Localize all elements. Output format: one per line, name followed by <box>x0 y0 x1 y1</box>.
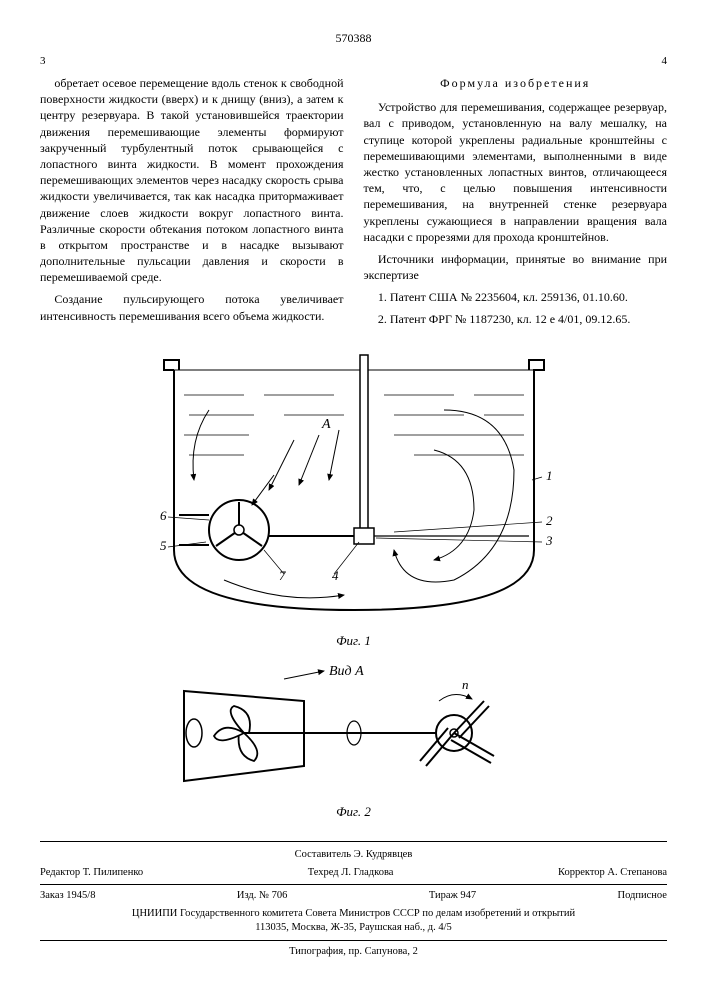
right-column: Формула изобретения Устройство для перем… <box>364 75 668 334</box>
org-name: ЦНИИПИ Государственного комитета Совета … <box>40 907 667 921</box>
figures-block: А 6 5 7 4 1 2 3 Фиг. 1 <box>40 350 667 821</box>
source-2: 2. Патент ФРГ № 1187230, кл. 12 e 4/01, … <box>364 311 668 327</box>
typography: Типография, пр. Сапунова, 2 <box>40 945 667 959</box>
sources-title: Источники информации, принятые во вниман… <box>364 251 668 283</box>
tirazh: Тираж 947 <box>429 889 476 903</box>
left-column: обретает осевое перемещение вдоль стенок… <box>40 75 344 334</box>
view-a-label: Вид А <box>329 664 364 679</box>
formula-title: Формула изобретения <box>364 75 668 91</box>
tech-editor: Техред Л. Гладкова <box>308 866 394 880</box>
org-address: 113035, Москва, Ж-35, Раушская наб., д. … <box>40 921 667 935</box>
fig2-label: Фиг. 2 <box>40 803 667 821</box>
figure-2: n Вид А <box>154 661 554 801</box>
izd-num: Изд. № 706 <box>237 889 288 903</box>
ref-A: А <box>321 417 331 432</box>
ref-2: 2 <box>546 513 553 528</box>
fig1-label: Фиг. 1 <box>40 632 667 650</box>
order-num: Заказ 1945/8 <box>40 889 95 903</box>
ref-n: n <box>462 677 469 692</box>
ref-6: 6 <box>160 508 167 523</box>
source-1: 1. Патент США № 2235604, кл. 259136, 01.… <box>364 289 668 305</box>
col-num-left: 3 <box>40 54 46 69</box>
compiler: Составитель Э. Кудрявцев <box>40 848 667 862</box>
podpis: Подписное <box>618 889 667 903</box>
claim-text: Устройство для перемешивания, содержащее… <box>364 99 668 245</box>
footer: Составитель Э. Кудрявцев Редактор Т. Пил… <box>40 841 667 959</box>
ref-3: 3 <box>545 533 553 548</box>
ref-7: 7 <box>279 568 286 583</box>
ref-4: 4 <box>332 568 339 583</box>
figure-1: А 6 5 7 4 1 2 3 <box>134 350 574 630</box>
left-p2: Создание пульсирующего потока увеличивае… <box>40 291 344 323</box>
ref-5: 5 <box>160 538 167 553</box>
left-p1: обретает осевое перемещение вдоль стенок… <box>40 75 344 285</box>
col-num-right: 4 <box>662 54 668 69</box>
corrector: Корректор А. Степанова <box>558 866 667 880</box>
ref-1: 1 <box>546 468 553 483</box>
patent-number: 570388 <box>40 30 667 46</box>
editor: Редактор Т. Пилипенко <box>40 866 143 880</box>
